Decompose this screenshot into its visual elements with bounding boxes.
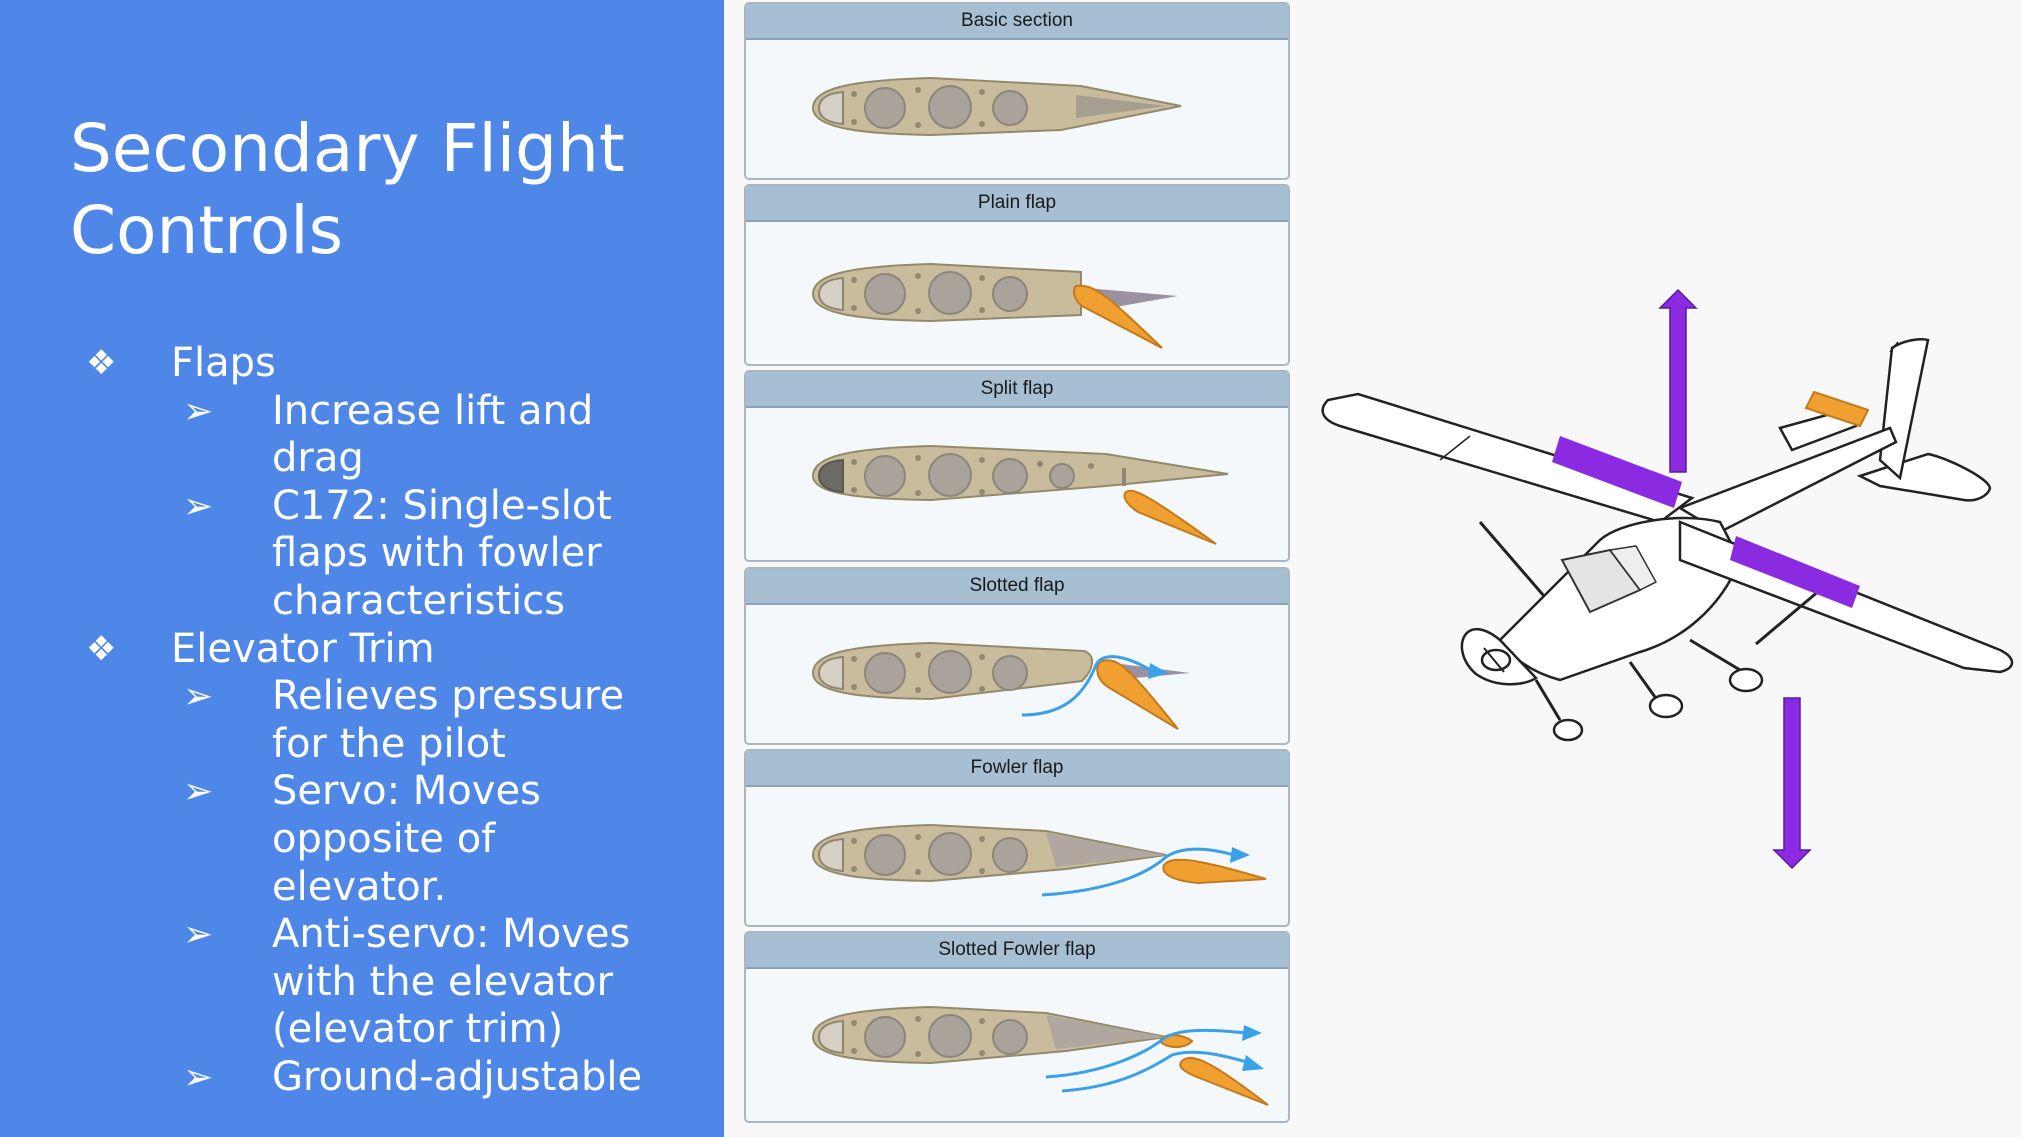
flap-diagram-label: Slotted Fowler flap [746, 933, 1288, 969]
flap-diagram-label: Plain flap [746, 186, 1288, 222]
airfoil-split-flap-icon [811, 444, 1229, 545]
flap-diagram-slotted: Slotted flap [744, 567, 1290, 745]
sub-bullet: ➢ Ground-adjustable [183, 1053, 643, 1100]
sub-bullet: ➢ C172: Single-slot flaps with fowler chara… [183, 482, 612, 624]
arrow-bullet-icon: ➢ [183, 390, 214, 432]
right-flap [1730, 536, 1860, 608]
flap-diagram-slotted-fowler: Slotted Fowler flap [744, 931, 1290, 1123]
airfoil-fowler-flap-icon [811, 823, 1267, 897]
diamond-bullet-icon: ❖ [86, 628, 117, 669]
arrow-bullet-icon: ➢ [183, 914, 214, 956]
bullet-elevator-trim: ❖ Elevator Trim [86, 625, 435, 672]
flap-diagram-fowler: Fowler flap [744, 749, 1290, 927]
left-flap [1552, 436, 1682, 508]
flap-diagram-plain: Plain flap [744, 184, 1290, 366]
airplane-illustration [1300, 260, 2022, 900]
flap-diagram-label: Fowler flap [746, 751, 1288, 787]
slide-title: Secondary Flight Controls [70, 110, 625, 269]
flap-diagram-label: Slotted flap [746, 569, 1288, 605]
bullet-flaps: ❖ Flaps [86, 340, 276, 386]
sub-bullet: ➢ Anti-servo: Moves with the elevator (elev… [183, 911, 631, 1053]
trim-tab [1804, 390, 1870, 428]
up-arrow [1658, 288, 1698, 473]
airplane-flaps-icon [1321, 288, 2014, 870]
arrow-bullet-icon: ➢ [183, 771, 214, 813]
flap-diagram-basic: Basic section [744, 2, 1290, 180]
left-wing [1321, 392, 1695, 524]
arrow-bullet-icon: ➢ [183, 485, 214, 527]
flap-diagram-panel: Basic section Plain flap [741, 0, 1291, 1137]
flap-diagram-split: Split flap [744, 370, 1290, 562]
sub-bullet: ➢ Increase lift and drag [183, 387, 594, 482]
flap-diagram-label: Basic section [746, 4, 1288, 40]
arrow-bullet-icon: ➢ [183, 676, 214, 718]
sub-bullet: ➢ Relieves pressure for the pilot [183, 673, 625, 767]
down-arrow [1772, 697, 1812, 870]
flap-diagram-label: Split flap [746, 372, 1288, 408]
airfoil-slotted-flap-icon [811, 641, 1190, 730]
sub-bullet: ➢ Servo: Moves opposite of elevator. [183, 768, 541, 910]
arrow-bullet-icon: ➢ [183, 1056, 214, 1098]
diamond-bullet-icon: ❖ [86, 343, 117, 383]
bullet-list: ❖ Flaps ➢ Increase lift and drag ➢ C172: Sin… [0, 340, 724, 1102]
airfoil-plain-flap-icon [811, 262, 1178, 349]
airfoil-slotted-fowler-flap-icon [811, 1005, 1269, 1106]
title-panel: Secondary Flight Controls ❖ Flaps ➢ Increa… [0, 0, 724, 1137]
airfoil-basic-icon [811, 76, 1182, 137]
